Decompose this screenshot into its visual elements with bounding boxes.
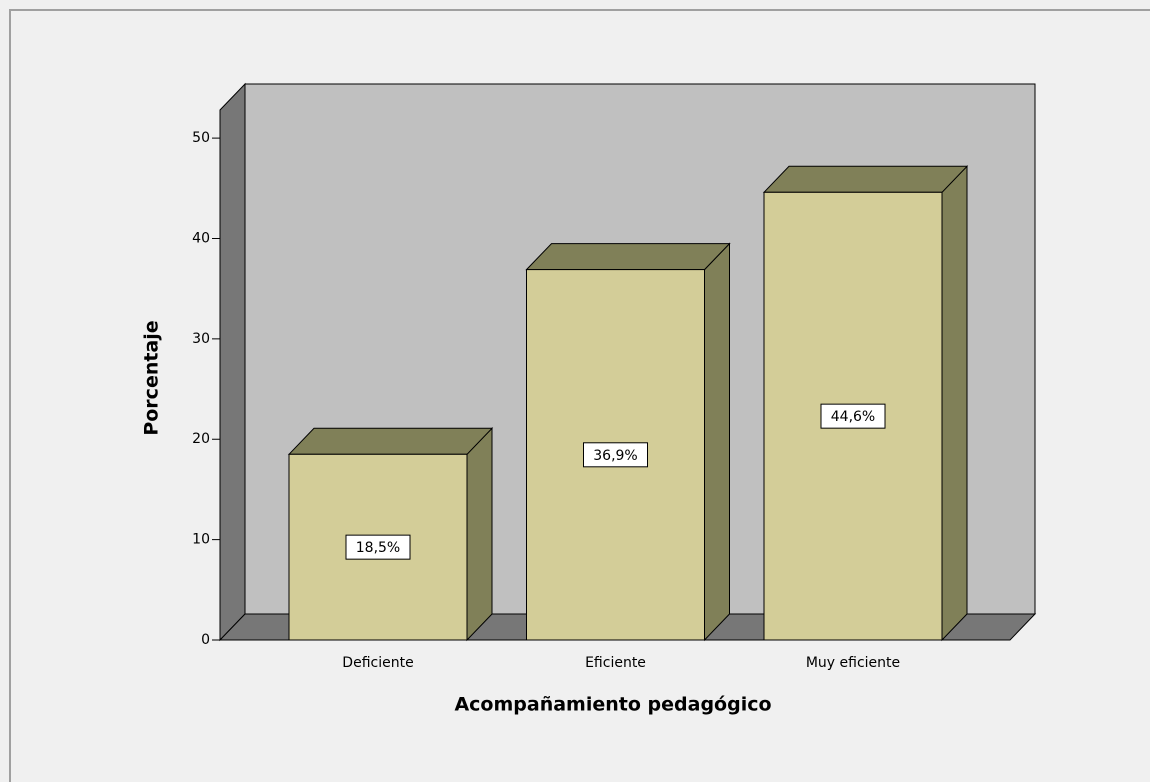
y-tick-label: 40 [192, 230, 210, 246]
y-tick-label: 50 [192, 130, 210, 146]
value-label: 36,9% [593, 448, 637, 464]
bar-top [762, 165, 969, 193]
bar-top [287, 427, 494, 455]
x-tick-label: Eficiente [585, 655, 646, 671]
x-tick-label: Muy eficiente [806, 655, 900, 671]
y-tick-label: 0 [201, 632, 210, 648]
x-axis-title: Acompañamiento pedagógico [454, 694, 771, 716]
y-tick-label: 10 [192, 532, 210, 548]
value-label-box [345, 534, 411, 560]
bar-side [466, 427, 493, 642]
y-tick-label: 20 [192, 431, 210, 447]
y-tick-label: 30 [192, 331, 210, 347]
x-tick-label: Deficiente [342, 655, 413, 671]
value-label: 44,6% [831, 409, 875, 425]
value-label-box [820, 403, 886, 429]
bar-top [525, 243, 731, 271]
value-label-box [583, 442, 648, 468]
value-label: 18,5% [356, 540, 400, 556]
bar-side [941, 165, 968, 642]
y-axis-title: Porcentaje [141, 320, 163, 435]
left-wall [219, 82, 246, 642]
bar-side [704, 242, 730, 642]
